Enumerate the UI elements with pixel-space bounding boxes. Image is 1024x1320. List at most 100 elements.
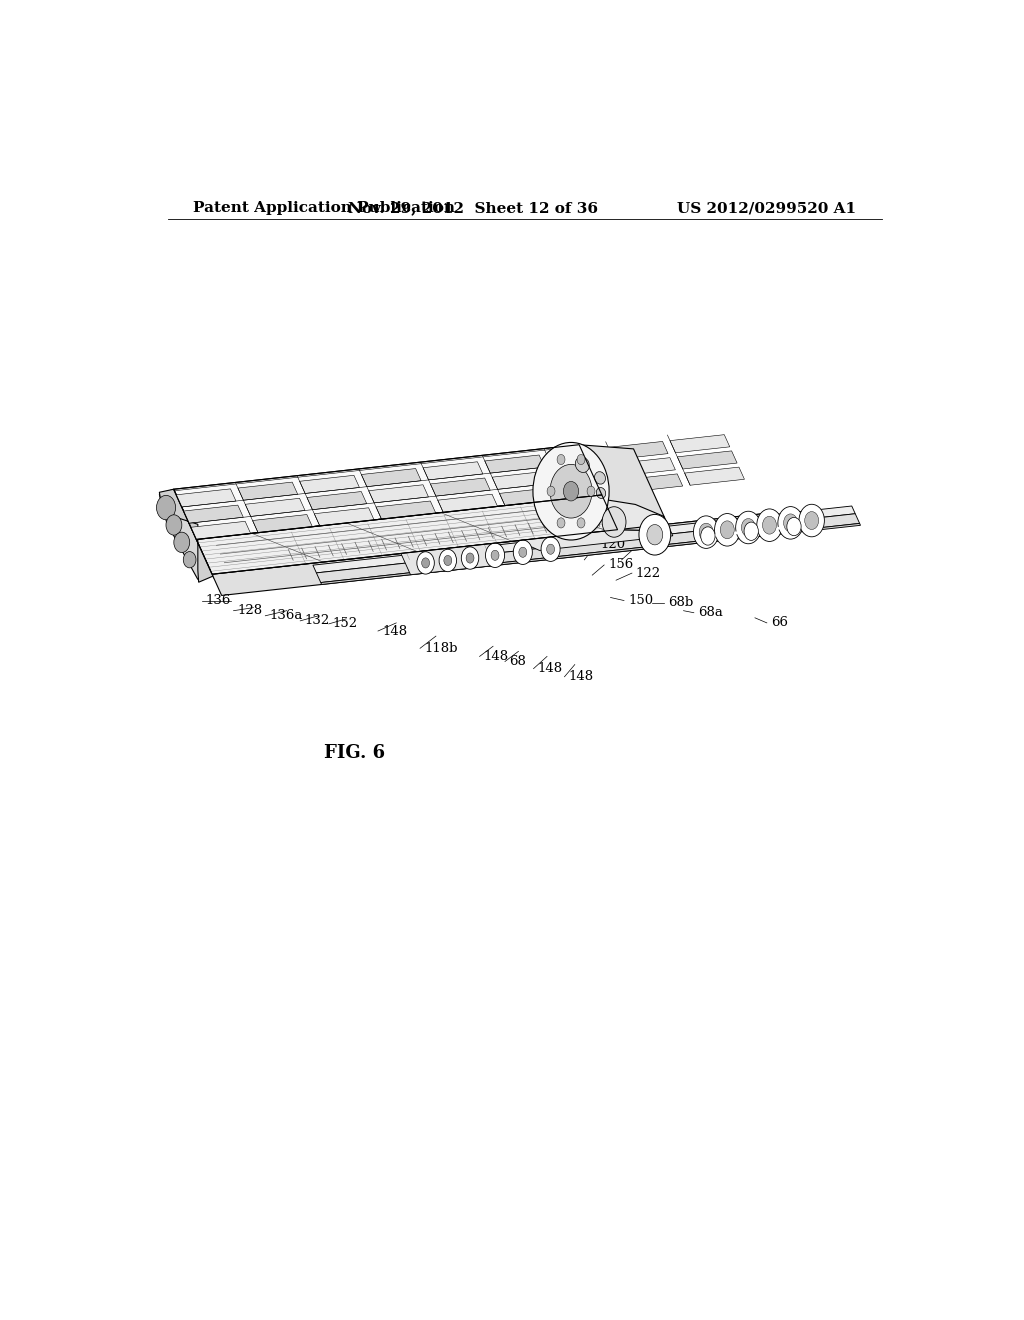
Text: 148: 148 [382, 624, 408, 638]
Polygon shape [437, 494, 498, 512]
Circle shape [735, 511, 761, 544]
Text: 120: 120 [600, 539, 626, 552]
Circle shape [174, 532, 189, 553]
Polygon shape [407, 544, 499, 572]
Polygon shape [176, 488, 236, 507]
Circle shape [547, 486, 555, 496]
Polygon shape [623, 474, 683, 492]
Circle shape [519, 548, 526, 557]
Circle shape [805, 512, 818, 529]
Circle shape [492, 550, 499, 561]
Circle shape [157, 495, 175, 520]
Circle shape [513, 540, 532, 565]
Polygon shape [313, 506, 855, 573]
Circle shape [699, 523, 713, 541]
Text: 118b: 118b [424, 642, 458, 655]
Ellipse shape [575, 457, 590, 473]
Circle shape [443, 556, 452, 565]
Circle shape [744, 523, 759, 540]
Text: 150: 150 [628, 594, 653, 607]
Polygon shape [430, 478, 490, 496]
Polygon shape [253, 515, 312, 533]
Text: 152: 152 [333, 618, 357, 631]
Polygon shape [670, 434, 730, 453]
Polygon shape [183, 506, 244, 523]
Polygon shape [547, 449, 606, 466]
Circle shape [602, 507, 626, 537]
Text: 126: 126 [408, 503, 432, 516]
Text: Nov. 29, 2012  Sheet 12 of 36: Nov. 29, 2012 Sheet 12 of 36 [348, 201, 598, 215]
Text: 124: 124 [223, 498, 249, 511]
Polygon shape [561, 480, 621, 499]
Circle shape [715, 513, 740, 546]
Circle shape [799, 504, 824, 537]
Text: 66: 66 [771, 616, 787, 630]
Text: 128: 128 [238, 605, 262, 618]
Circle shape [757, 510, 782, 541]
Text: 68a: 68a [697, 606, 723, 619]
Circle shape [783, 513, 798, 532]
Polygon shape [677, 451, 737, 469]
Text: Patent Application Publication: Patent Application Publication [194, 201, 455, 215]
Text: 148: 148 [568, 671, 594, 684]
Circle shape [786, 517, 801, 536]
Polygon shape [314, 508, 374, 525]
Circle shape [485, 543, 505, 568]
Circle shape [741, 519, 756, 536]
Polygon shape [174, 445, 602, 540]
Circle shape [563, 482, 579, 502]
Polygon shape [369, 484, 428, 503]
Circle shape [166, 515, 182, 535]
Text: 122: 122 [642, 539, 668, 552]
Polygon shape [160, 490, 212, 579]
Text: FIG. 6: FIG. 6 [324, 744, 385, 762]
Text: 148: 148 [483, 649, 509, 663]
Text: 136a: 136a [269, 610, 303, 622]
Circle shape [700, 527, 715, 545]
Polygon shape [598, 499, 665, 529]
Text: 136: 136 [206, 594, 231, 607]
Circle shape [763, 516, 776, 535]
Circle shape [422, 558, 430, 568]
Ellipse shape [595, 471, 605, 484]
Circle shape [693, 516, 719, 548]
Polygon shape [190, 521, 251, 540]
Circle shape [578, 454, 585, 465]
Circle shape [461, 546, 479, 569]
Polygon shape [245, 499, 305, 516]
Polygon shape [554, 465, 613, 483]
Polygon shape [484, 455, 545, 473]
Circle shape [778, 507, 803, 539]
Circle shape [578, 517, 585, 528]
Polygon shape [608, 441, 668, 459]
Circle shape [183, 552, 196, 568]
Polygon shape [401, 544, 500, 574]
Polygon shape [212, 513, 769, 578]
Circle shape [587, 486, 595, 496]
Polygon shape [376, 502, 436, 519]
Polygon shape [517, 529, 673, 550]
Circle shape [647, 524, 663, 545]
Text: 122: 122 [636, 566, 662, 579]
Circle shape [417, 552, 434, 574]
Polygon shape [160, 490, 213, 582]
Polygon shape [307, 491, 367, 510]
Polygon shape [580, 445, 671, 531]
Polygon shape [685, 467, 744, 486]
Text: 50: 50 [463, 492, 479, 506]
Circle shape [557, 454, 565, 465]
Circle shape [541, 537, 560, 561]
Polygon shape [212, 513, 777, 595]
Text: 132: 132 [304, 614, 330, 627]
Polygon shape [615, 458, 676, 475]
Polygon shape [493, 471, 552, 490]
Polygon shape [500, 487, 559, 506]
Polygon shape [316, 513, 859, 582]
Polygon shape [321, 524, 860, 585]
Text: 130: 130 [359, 492, 385, 506]
Circle shape [557, 517, 565, 528]
Text: 118a: 118a [441, 512, 474, 525]
Circle shape [532, 442, 609, 540]
Circle shape [550, 465, 592, 517]
Polygon shape [238, 482, 298, 500]
